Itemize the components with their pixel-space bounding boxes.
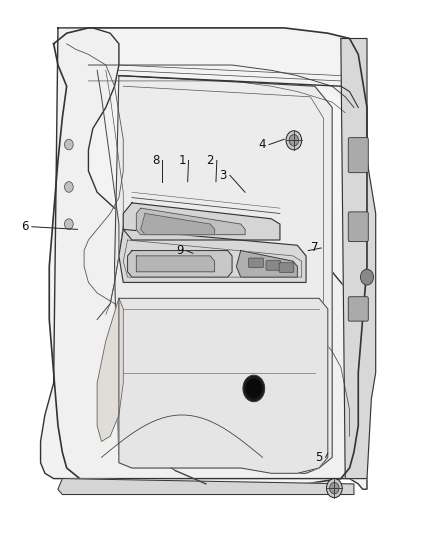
Polygon shape (237, 251, 297, 277)
Circle shape (64, 182, 73, 192)
Text: 7: 7 (311, 241, 318, 254)
Polygon shape (49, 28, 367, 489)
Polygon shape (119, 76, 345, 214)
Circle shape (64, 139, 73, 150)
Text: 1: 1 (178, 154, 186, 167)
FancyBboxPatch shape (348, 138, 368, 173)
Text: 9: 9 (176, 244, 184, 257)
FancyBboxPatch shape (249, 258, 263, 268)
FancyBboxPatch shape (266, 261, 281, 270)
Text: 8: 8 (152, 154, 159, 167)
Circle shape (326, 479, 342, 498)
Polygon shape (41, 28, 367, 489)
Polygon shape (136, 208, 245, 235)
Text: 4: 4 (259, 138, 266, 151)
Circle shape (243, 375, 265, 402)
FancyBboxPatch shape (348, 297, 368, 321)
Circle shape (286, 131, 302, 150)
Polygon shape (127, 251, 232, 277)
Polygon shape (115, 76, 332, 473)
Polygon shape (141, 214, 215, 235)
Circle shape (64, 219, 73, 229)
Text: 5: 5 (315, 451, 323, 464)
Polygon shape (136, 256, 215, 272)
Polygon shape (97, 298, 123, 441)
FancyBboxPatch shape (348, 212, 368, 241)
Text: 3: 3 (220, 169, 227, 182)
Polygon shape (123, 203, 280, 240)
Polygon shape (58, 479, 354, 495)
Text: 2: 2 (207, 154, 214, 167)
FancyBboxPatch shape (279, 263, 294, 272)
Text: 6: 6 (21, 220, 29, 233)
Circle shape (289, 134, 299, 146)
Circle shape (330, 482, 339, 494)
Polygon shape (341, 38, 376, 479)
Circle shape (245, 378, 262, 399)
Polygon shape (119, 229, 306, 282)
Polygon shape (119, 298, 328, 473)
Circle shape (360, 269, 374, 285)
